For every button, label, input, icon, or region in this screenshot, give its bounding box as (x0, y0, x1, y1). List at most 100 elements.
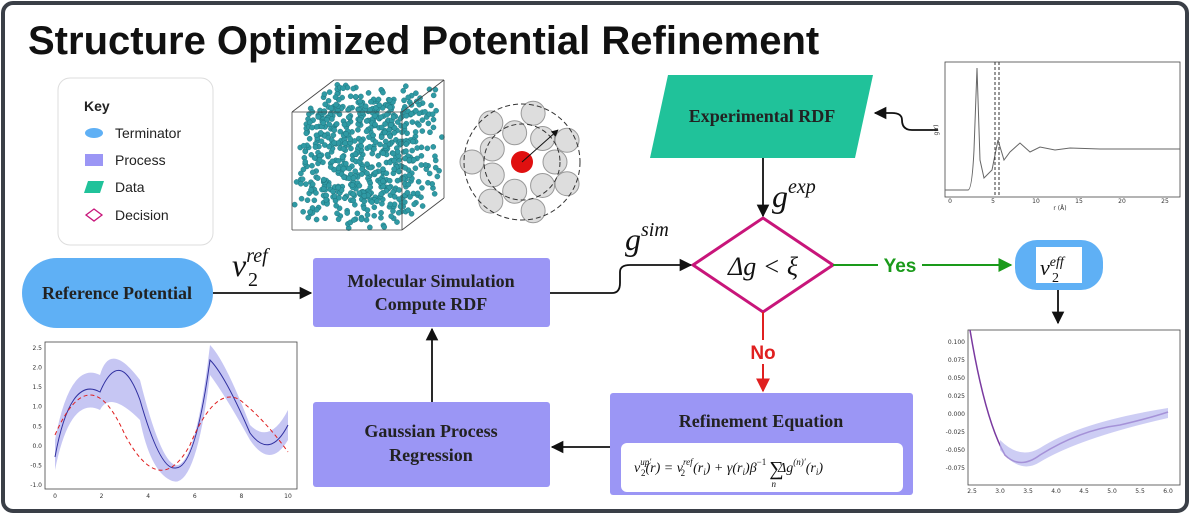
particle (402, 199, 407, 204)
particle (366, 90, 371, 95)
tick-label: 0.025 (948, 393, 965, 400)
particle (412, 202, 417, 207)
tick-label: 0.100 (948, 339, 965, 346)
particle (367, 225, 372, 230)
particle (341, 175, 346, 180)
tick-label: 2.5 (967, 488, 977, 495)
eq-part: ) (817, 461, 823, 476)
particle (321, 120, 326, 125)
particle (353, 152, 358, 157)
particle (351, 217, 356, 222)
particle (358, 94, 363, 99)
decision-label: Δg < ξ (727, 252, 799, 281)
particle (382, 144, 387, 149)
particle (315, 176, 320, 181)
particle (327, 89, 332, 94)
particle (368, 185, 373, 190)
particle (316, 114, 321, 119)
particle (378, 115, 383, 120)
particle (301, 143, 306, 148)
tick-label: 15 (1075, 198, 1083, 205)
math-sub: 2 (248, 269, 258, 291)
neighbor (531, 173, 555, 197)
particle (369, 199, 374, 204)
particle (371, 133, 376, 138)
particle (345, 210, 350, 215)
math-base: v (1040, 255, 1050, 280)
particle (324, 197, 329, 202)
no-label: No (750, 343, 775, 364)
neighbor (543, 150, 567, 174)
eq-part: (n)′ (793, 457, 806, 467)
particle (380, 167, 385, 172)
particle (364, 217, 369, 222)
particle (303, 159, 308, 164)
particle (380, 179, 385, 184)
particle (374, 199, 379, 204)
particle (397, 187, 402, 192)
particle (402, 123, 407, 128)
particle (396, 210, 401, 215)
particle (410, 119, 415, 124)
particle (407, 173, 412, 178)
process (313, 258, 550, 327)
particle (310, 182, 315, 187)
particle (328, 164, 333, 169)
particle (383, 139, 388, 144)
tick-label: 0.050 (948, 375, 965, 382)
particle (334, 102, 339, 107)
particle (292, 202, 297, 207)
particle (342, 196, 347, 201)
key-title: Key (84, 98, 110, 114)
particle (410, 139, 415, 144)
particle (380, 90, 385, 95)
particle (306, 215, 311, 220)
particle (373, 140, 378, 145)
tick-label: 0 (948, 198, 952, 205)
particle (405, 190, 410, 195)
particle (317, 157, 322, 162)
particle (401, 88, 406, 93)
eq-part: Δg (777, 461, 793, 476)
particle (390, 208, 395, 213)
particle (378, 215, 383, 220)
key-icon (85, 128, 103, 138)
particle (365, 212, 370, 217)
key-icon (85, 154, 103, 166)
particle (351, 176, 356, 181)
gp-plot (45, 342, 297, 489)
particle (410, 148, 415, 153)
particle (313, 190, 318, 195)
tick-label: 0.075 (948, 357, 965, 364)
particle (336, 185, 341, 190)
tick-label: 5 (991, 198, 995, 205)
particle (310, 170, 315, 175)
particle (371, 146, 376, 151)
math-sup: eff (1050, 255, 1066, 270)
particle (357, 191, 362, 196)
eq-part: ) + γ(r (705, 461, 743, 476)
particle (377, 103, 382, 108)
particle (420, 203, 425, 208)
particle (431, 125, 436, 130)
tick-label: -1.0 (30, 482, 42, 489)
particle (388, 122, 393, 127)
tick-label: 8 (239, 493, 243, 500)
particle (387, 178, 392, 183)
particle (396, 197, 401, 202)
particle (368, 99, 373, 104)
particle (399, 141, 404, 146)
neighbor (555, 172, 579, 196)
eq-part: (r (693, 461, 704, 476)
particle (332, 140, 337, 145)
particle (343, 161, 348, 166)
particle (403, 149, 408, 154)
tick-label: -0.050 (946, 447, 966, 454)
particle (431, 93, 436, 98)
particle (379, 192, 384, 197)
particle (436, 168, 441, 173)
particle (406, 95, 411, 100)
particle (341, 146, 346, 151)
tick-label: 2.5 (32, 345, 42, 352)
particle (304, 131, 309, 136)
